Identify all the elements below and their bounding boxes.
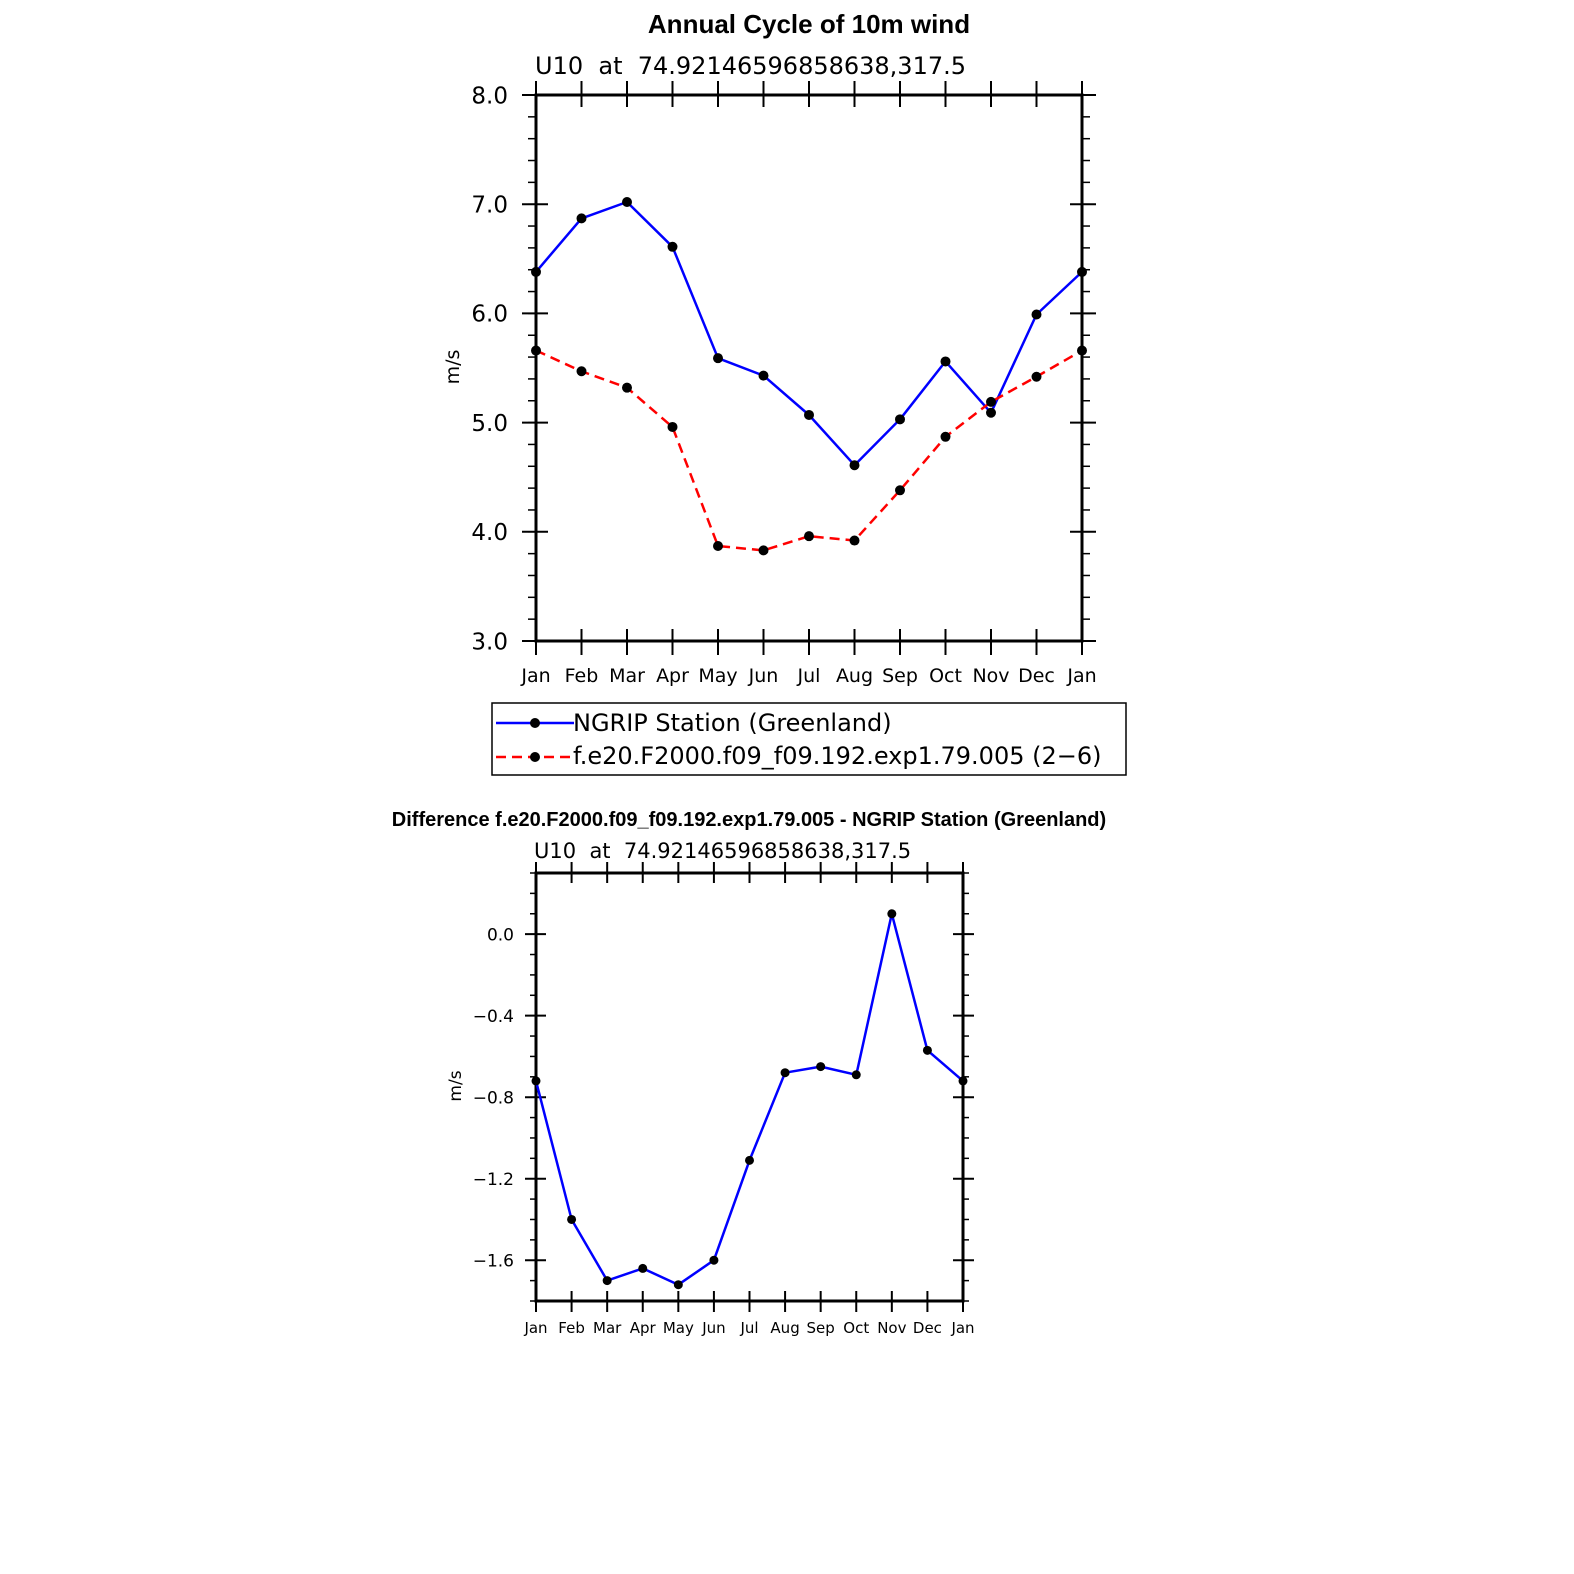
x-tick-label: Nov xyxy=(877,1319,906,1337)
y-tick-label: −1.2 xyxy=(473,1170,514,1190)
data-point xyxy=(851,1070,861,1080)
data-point xyxy=(849,460,860,471)
data-point xyxy=(1077,345,1087,356)
x-tick-label: Nov xyxy=(972,665,1009,687)
x-tick-label: Apr xyxy=(630,1319,657,1337)
data-point xyxy=(758,370,769,381)
difference-chart: Difference f.e20.F2000.f09_f09.192.exp1.… xyxy=(392,809,1106,1337)
x-tick-label: Jan xyxy=(520,665,550,687)
y-tick-label: 5.0 xyxy=(471,411,508,437)
legend-marker-model xyxy=(530,752,540,762)
x-tick-label: Mar xyxy=(609,665,645,687)
x-tick-label: Sep xyxy=(882,665,918,687)
annual-cycle-chart: Annual Cycle of 10m wind U10 at 74.92146… xyxy=(442,9,1097,687)
data-point xyxy=(816,1062,826,1072)
legend-marker-ngrip xyxy=(530,718,540,728)
legend-label-model: f.e20.F2000.f09_f09.192.exp1.79.005 (2−6… xyxy=(573,742,1101,770)
x-tick-label: Oct xyxy=(843,1319,869,1337)
data-point xyxy=(713,540,723,551)
x-tick-label: Dec xyxy=(913,1319,942,1337)
data-point xyxy=(940,431,951,442)
y-tick-label: −1.6 xyxy=(473,1251,514,1271)
x-tick-label: May xyxy=(663,1319,694,1337)
data-point xyxy=(895,414,905,425)
x-tick-label: Jun xyxy=(748,665,779,687)
y-axis-label: m/s xyxy=(442,350,464,385)
data-point xyxy=(638,1263,648,1273)
data-point xyxy=(1031,309,1042,320)
x-tick-label: Jan xyxy=(1066,665,1096,687)
data-point xyxy=(958,1076,968,1086)
data-point xyxy=(602,1276,612,1286)
data-point xyxy=(709,1255,719,1265)
x-tick-labels: Jan Feb Mar Apr May Jun Jul Aug Sep Oct Nov Dec Jan xyxy=(520,665,1096,687)
data-point xyxy=(804,531,814,542)
y-tick-label: 7.0 xyxy=(471,192,508,218)
series-markers xyxy=(531,197,1087,556)
legend-box xyxy=(491,702,1127,776)
data-point xyxy=(622,382,632,393)
data-point xyxy=(667,241,678,252)
difference-y-tick-labels: −1.6 −1.2 −0.8 −0.4 0.0 xyxy=(473,925,514,1271)
data-point xyxy=(849,535,860,546)
x-tick-label: May xyxy=(698,665,737,687)
x-tick-label: Jul xyxy=(797,665,821,687)
y-tick-label: 4.0 xyxy=(471,520,508,546)
y-tick-label: 6.0 xyxy=(471,302,508,328)
y-tick-label: 3.0 xyxy=(471,629,508,655)
x-tick-label: Jan xyxy=(523,1319,547,1337)
x-tick-label: Dec xyxy=(1018,665,1055,687)
y-tick-labels: 3.0 4.0 5.0 6.0 7.0 8.0 xyxy=(471,83,508,655)
data-point xyxy=(1031,371,1042,382)
data-point xyxy=(780,1068,790,1078)
difference-subtitle: U10 at 74.92146596858638,317.5 xyxy=(534,839,911,863)
legend-label-ngrip: NGRIP Station (Greenland) xyxy=(573,709,892,737)
x-tick-label: Oct xyxy=(929,665,962,687)
data-point xyxy=(531,345,541,356)
difference-y-axis-label: m/s xyxy=(446,1070,466,1101)
x-tick-label: Aug xyxy=(770,1319,799,1337)
data-point xyxy=(745,1155,754,1165)
data-point xyxy=(986,396,996,407)
data-point xyxy=(576,213,587,224)
data-point xyxy=(673,1280,683,1290)
data-point xyxy=(531,266,541,277)
x-tick-label: Feb xyxy=(565,665,599,687)
difference-series-markers xyxy=(531,909,968,1290)
data-point xyxy=(622,197,632,208)
axis-ticks xyxy=(522,81,1096,655)
x-tick-label: Jan xyxy=(950,1319,974,1337)
x-tick-label: Mar xyxy=(593,1319,622,1337)
x-tick-label: Jun xyxy=(701,1319,725,1337)
legend: NGRIP Station (Greenland) f.e20.F2000.f0… xyxy=(491,702,1127,776)
difference-title: Difference f.e20.F2000.f09_f09.192.exp1.… xyxy=(392,809,1106,831)
chart-title: Annual Cycle of 10m wind xyxy=(648,9,970,39)
data-point xyxy=(804,409,814,420)
difference-axis-ticks xyxy=(525,862,974,1312)
x-tick-label: Feb xyxy=(558,1319,585,1337)
y-tick-label: −0.8 xyxy=(473,1088,514,1108)
data-point xyxy=(531,1076,541,1086)
data-point xyxy=(713,353,723,364)
data-point xyxy=(940,356,951,367)
x-tick-label: Jul xyxy=(739,1319,758,1337)
x-tick-label: Aug xyxy=(836,665,873,687)
y-tick-label: −0.4 xyxy=(473,1007,514,1027)
y-tick-label: 8.0 xyxy=(471,83,508,109)
difference-x-tick-labels: Jan Feb Mar Apr May Jun Jul Aug Sep Oct Nov Dec Jan xyxy=(523,1319,974,1337)
data-point xyxy=(887,909,897,919)
x-tick-label: Sep xyxy=(807,1319,835,1337)
data-point xyxy=(922,1045,932,1055)
data-point xyxy=(576,366,587,377)
data-point xyxy=(1077,266,1087,277)
data-point xyxy=(986,407,996,418)
y-tick-label: 0.0 xyxy=(487,925,514,945)
data-point xyxy=(667,421,678,432)
x-tick-label: Apr xyxy=(656,665,689,687)
data-point xyxy=(758,545,769,556)
data-point xyxy=(895,485,905,496)
chart-subtitle: U10 at 74.92146596858638,317.5 xyxy=(535,52,966,80)
data-point xyxy=(567,1214,577,1224)
